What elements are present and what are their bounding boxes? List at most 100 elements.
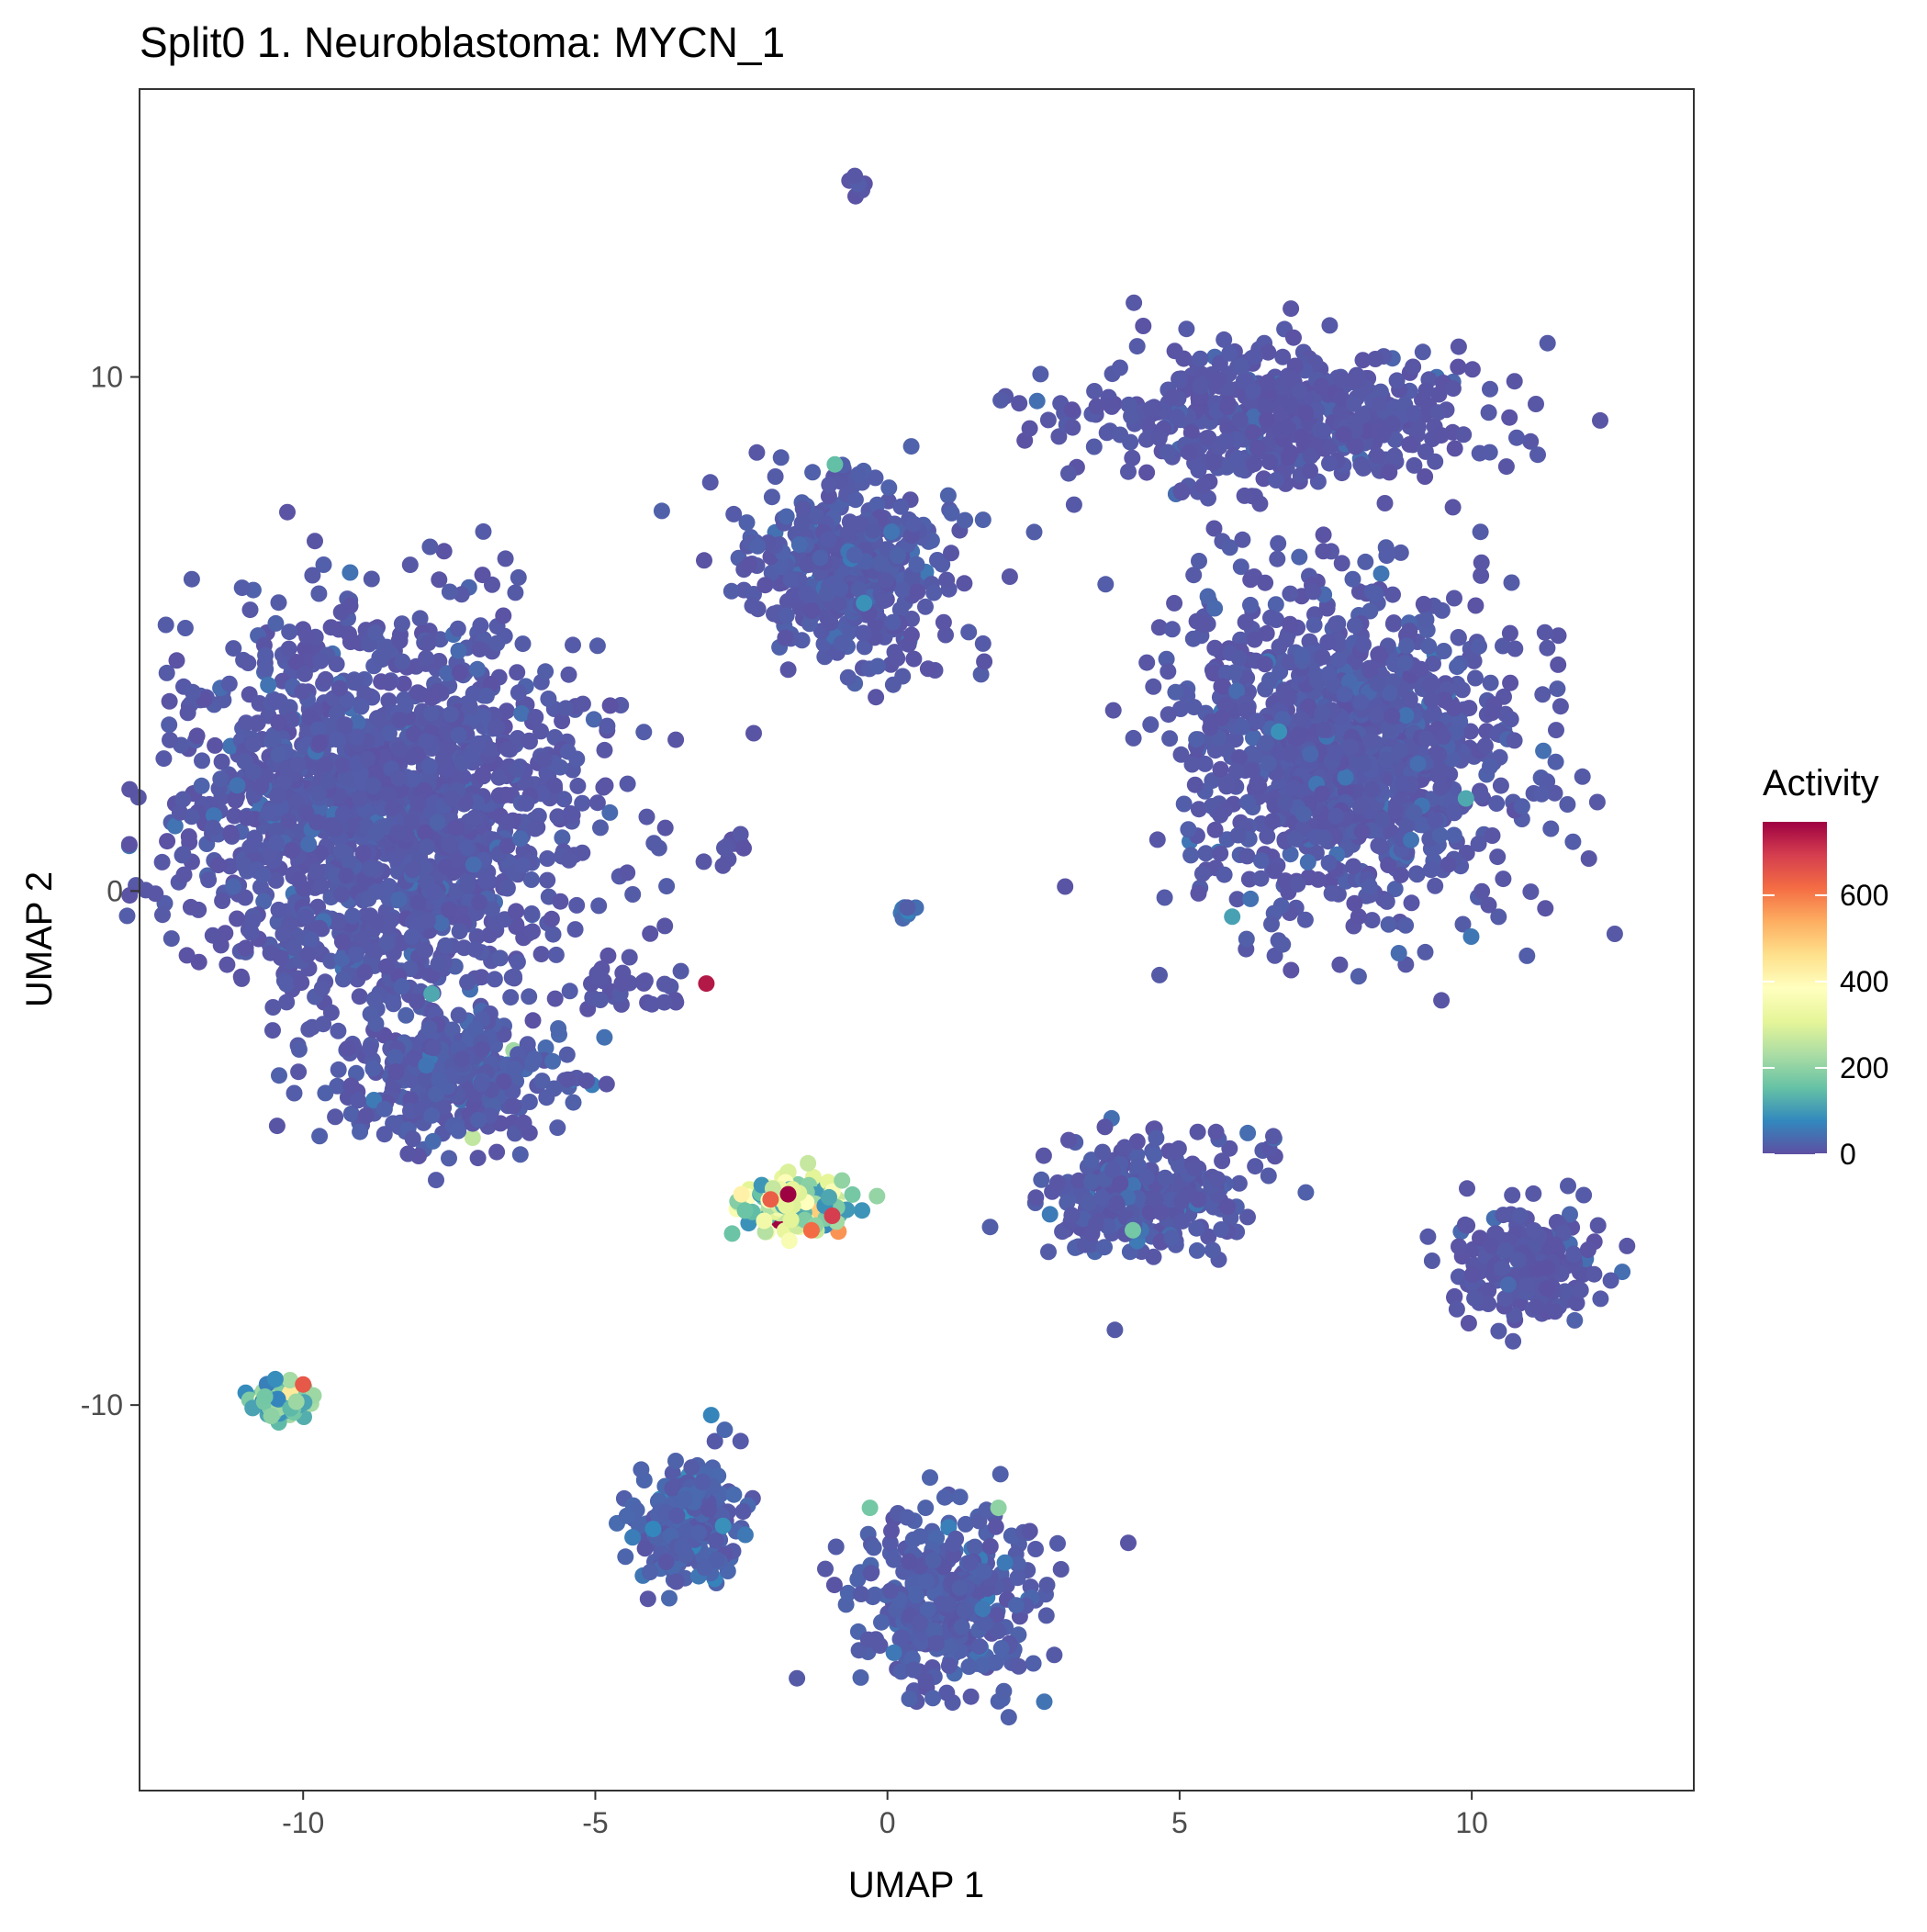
data-point <box>1433 992 1450 1008</box>
data-point <box>1335 426 1351 443</box>
data-point <box>1210 371 1227 388</box>
data-point <box>269 788 286 804</box>
data-point <box>1446 700 1462 716</box>
data-point <box>552 893 568 910</box>
data-point <box>514 858 531 874</box>
data-point <box>1293 711 1309 727</box>
data-point <box>821 477 837 493</box>
data-point <box>1264 813 1281 829</box>
data-point <box>1581 850 1597 867</box>
data-point <box>696 853 712 870</box>
data-point <box>1482 381 1498 398</box>
data-point <box>1310 871 1327 888</box>
data-point <box>515 635 532 652</box>
data-point <box>640 1590 656 1607</box>
data-point <box>1302 463 1318 479</box>
data-point <box>299 947 316 963</box>
data-point <box>596 1029 612 1046</box>
data-point <box>1397 917 1414 934</box>
data-point <box>1245 383 1261 399</box>
data-point <box>1146 1147 1162 1163</box>
data-point <box>899 899 915 915</box>
data-point <box>290 757 307 773</box>
data-point <box>1088 1216 1104 1232</box>
data-point <box>488 635 505 652</box>
data-point <box>1550 657 1566 673</box>
data-point <box>975 511 992 528</box>
data-point <box>1302 746 1318 762</box>
data-point <box>1291 725 1307 742</box>
data-point <box>472 617 488 634</box>
data-point <box>412 610 429 626</box>
data-point <box>286 939 302 956</box>
data-point <box>523 871 540 888</box>
data-point <box>1315 423 1331 440</box>
data-point <box>562 983 578 999</box>
data-point <box>488 1144 505 1161</box>
data-point <box>820 531 836 547</box>
data-point <box>472 641 488 657</box>
data-point <box>1436 643 1452 659</box>
data-point <box>1549 680 1565 697</box>
cluster-bottom-left-small <box>238 1371 322 1431</box>
data-point <box>1219 1198 1236 1215</box>
data-point <box>537 663 554 680</box>
data-point <box>381 675 398 691</box>
data-point <box>1508 430 1525 446</box>
data-point <box>876 592 892 609</box>
data-point <box>335 971 352 987</box>
data-point <box>342 634 359 650</box>
data-point <box>1463 928 1480 945</box>
data-point <box>1427 878 1443 894</box>
data-point <box>1096 1239 1113 1255</box>
data-point <box>459 974 476 991</box>
data-point <box>354 845 371 861</box>
data-point <box>1189 1242 1205 1259</box>
data-point <box>561 667 577 683</box>
data-point <box>1105 702 1122 719</box>
data-point <box>1433 427 1450 444</box>
data-point <box>1191 462 1207 478</box>
data-point <box>960 623 977 640</box>
data-point <box>1372 838 1389 855</box>
data-point <box>362 860 378 877</box>
data-point <box>286 1085 303 1102</box>
data-point <box>1138 1169 1155 1185</box>
data-point <box>868 689 884 705</box>
data-point <box>1518 948 1535 964</box>
data-point <box>1303 448 1319 465</box>
data-point <box>781 1232 798 1249</box>
data-point <box>1249 440 1266 456</box>
data-point <box>847 491 864 508</box>
data-point <box>834 635 850 652</box>
data-point <box>454 1050 470 1067</box>
data-point <box>350 1092 366 1108</box>
data-point <box>169 652 185 668</box>
data-point <box>1507 641 1523 657</box>
data-point-highlight <box>465 1129 481 1146</box>
data-point <box>1274 937 1291 953</box>
data-point <box>1106 1321 1123 1338</box>
data-point <box>1217 432 1234 449</box>
data-point <box>1403 832 1419 848</box>
data-point <box>1451 630 1467 646</box>
data-point <box>613 975 630 992</box>
data-point <box>869 658 886 675</box>
data-point <box>338 868 354 884</box>
data-point <box>365 778 382 794</box>
data-point <box>745 725 762 742</box>
data-point <box>1348 439 1364 455</box>
data-point <box>1459 1180 1475 1196</box>
data-point <box>1214 1152 1230 1169</box>
data-point <box>1313 377 1329 394</box>
data-point <box>889 650 905 667</box>
data-point <box>622 949 638 966</box>
data-point <box>944 505 960 522</box>
data-point <box>905 651 922 668</box>
data-point <box>291 1041 308 1058</box>
data-point <box>1449 1301 1465 1318</box>
data-point <box>1160 444 1176 461</box>
data-point <box>1297 912 1314 928</box>
data-point <box>1590 1218 1607 1234</box>
data-point <box>656 994 673 1011</box>
